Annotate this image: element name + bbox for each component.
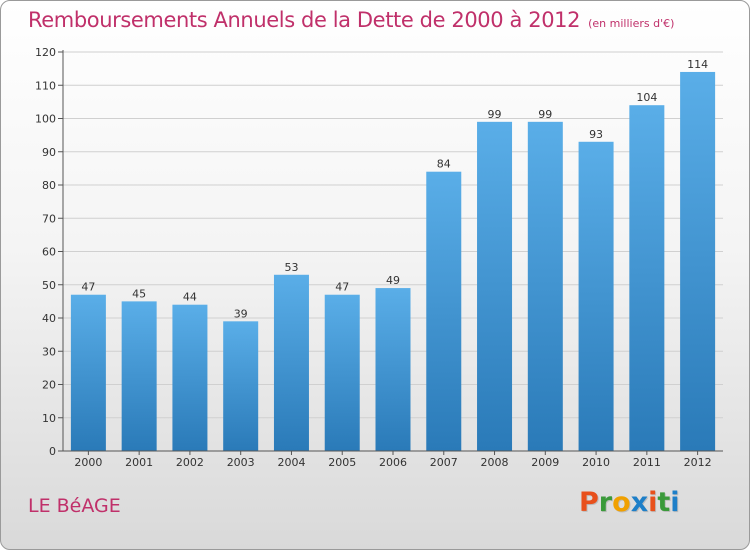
x-tick-label-2006: 2006: [379, 456, 407, 469]
value-label-2012: 114: [687, 58, 708, 71]
value-label-2004: 53: [284, 261, 298, 274]
value-label-2009: 99: [538, 108, 552, 121]
y-tick-label-10: 10: [42, 412, 56, 425]
logo-letter-0: P: [579, 487, 599, 518]
value-label-2007: 84: [437, 158, 451, 171]
value-label-2002: 44: [183, 291, 197, 304]
bar-2012: [680, 71, 716, 451]
logo-letter-1: r: [598, 487, 613, 518]
x-tick-label-2011: 2011: [633, 456, 661, 469]
y-tick-label-110: 110: [35, 79, 56, 92]
bar-2009: [527, 121, 563, 451]
logo-letter-3: x: [630, 487, 649, 518]
x-tick-label-2007: 2007: [430, 456, 458, 469]
x-tick-label-2002: 2002: [176, 456, 204, 469]
bar-2004: [273, 274, 309, 451]
y-tick-label-20: 20: [42, 379, 56, 392]
y-tick-label-120: 120: [35, 46, 56, 59]
y-tick-label-70: 70: [42, 212, 56, 225]
axis-layer: 0 10 20 30 40 50 60 70 80 90 100 110 120 2000 2001 2002…: [35, 46, 723, 469]
value-label-2006: 49: [386, 274, 400, 287]
y-tick-label-80: 80: [42, 179, 56, 192]
x-tick-label-2000: 2000: [74, 456, 102, 469]
commune-name: LE BéAGE: [28, 495, 121, 517]
x-tick-label-2012: 2012: [684, 456, 712, 469]
value-label-2001: 45: [132, 287, 146, 300]
label-layer: 47 45 44 39 53 47 49 84 99 99 93 104 114: [81, 58, 708, 320]
bar-2002: [172, 304, 208, 451]
x-tick-label-2010: 2010: [582, 456, 610, 469]
logo-letter-4: i: [648, 487, 658, 518]
y-tick-label-50: 50: [42, 279, 56, 292]
logo-letter-2: o: [612, 487, 631, 518]
x-tick-label-2004: 2004: [277, 456, 305, 469]
bar-2008: [477, 121, 513, 451]
bar-layer: [70, 71, 716, 451]
bar-2001: [121, 301, 157, 451]
bar-2000: [70, 294, 106, 451]
value-label-2005: 47: [335, 281, 349, 294]
y-tick-label-100: 100: [35, 113, 56, 126]
y-tick-label-0: 0: [49, 445, 56, 458]
proxiti-logo[interactable]: Proxiti: [579, 487, 680, 518]
bar-2007: [426, 171, 462, 451]
x-tick-label-2009: 2009: [531, 456, 559, 469]
x-tick-label-2005: 2005: [328, 456, 356, 469]
x-tick-label-2008: 2008: [481, 456, 509, 469]
bar-2006: [375, 288, 411, 451]
value-label-2008: 99: [488, 108, 502, 121]
y-tick-label-30: 30: [42, 345, 56, 358]
value-label-2003: 39: [234, 307, 248, 320]
x-tick-label-2001: 2001: [125, 456, 153, 469]
bar-2010: [578, 141, 614, 451]
logo-letter-6: i: [670, 487, 680, 518]
chart-title: Remboursements Annuels de la Dette de 20…: [28, 8, 674, 32]
y-tick-label-90: 90: [42, 146, 56, 159]
bar-2011: [629, 105, 665, 451]
bar-2003: [223, 321, 259, 451]
chart-title-unit: (en milliers d'€): [588, 17, 675, 30]
x-tick-label-2003: 2003: [227, 456, 255, 469]
logo-letter-5: t: [657, 487, 671, 518]
y-tick-label-60: 60: [42, 246, 56, 259]
y-tick-label-40: 40: [42, 312, 56, 325]
value-label-2000: 47: [81, 281, 95, 294]
chart-title-main: Remboursements Annuels de la Dette de 20…: [28, 8, 581, 32]
bar-2005: [324, 294, 360, 451]
value-label-2010: 93: [589, 128, 603, 141]
value-label-2011: 104: [636, 91, 657, 104]
